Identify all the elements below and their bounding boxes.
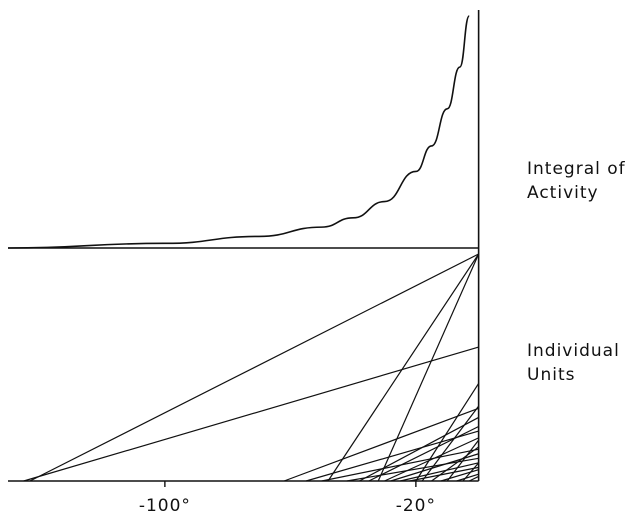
- unit-line-1: [23, 346, 479, 482]
- integral-panel: Integral of Activity: [7, 15, 626, 249]
- unit-line-9: [368, 425, 479, 482]
- integral-curve: [7, 15, 470, 249]
- unit-line-11: [384, 437, 479, 482]
- integral-label-line-1: Integral of: [527, 159, 626, 179]
- units-label-line-1: Individual: [527, 341, 620, 361]
- units-panel: -100° -20° Individual Units: [8, 253, 620, 516]
- unit-line-10: [377, 253, 480, 482]
- unit-line-21: [462, 462, 480, 482]
- unit-line-14: [409, 466, 479, 482]
- unit-line-16: [421, 405, 480, 482]
- unit-line-7: [346, 457, 479, 482]
- unit-line-20: [456, 473, 479, 482]
- x-tick-label-2: -20°: [396, 496, 436, 516]
- unit-line-3: [283, 407, 479, 482]
- unit-line-18: [440, 469, 479, 482]
- unit-lines-group: [23, 253, 480, 482]
- integral-label-line-2: Activity: [527, 183, 599, 203]
- unit-line-2: [29, 253, 479, 482]
- unit-line-4: [305, 430, 479, 482]
- unit-line-8: [359, 416, 479, 482]
- unit-line-17: [431, 446, 479, 482]
- x-tick-label-1: -100°: [139, 496, 191, 516]
- unit-line-13: [400, 462, 479, 482]
- units-label-line-2: Units: [527, 365, 575, 385]
- x-axis-ticks: -100° -20°: [139, 481, 436, 516]
- unit-line-15: [415, 383, 480, 482]
- unit-line-6: [327, 253, 480, 482]
- unit-line-22: [468, 475, 479, 482]
- unit-line-19: [446, 439, 480, 482]
